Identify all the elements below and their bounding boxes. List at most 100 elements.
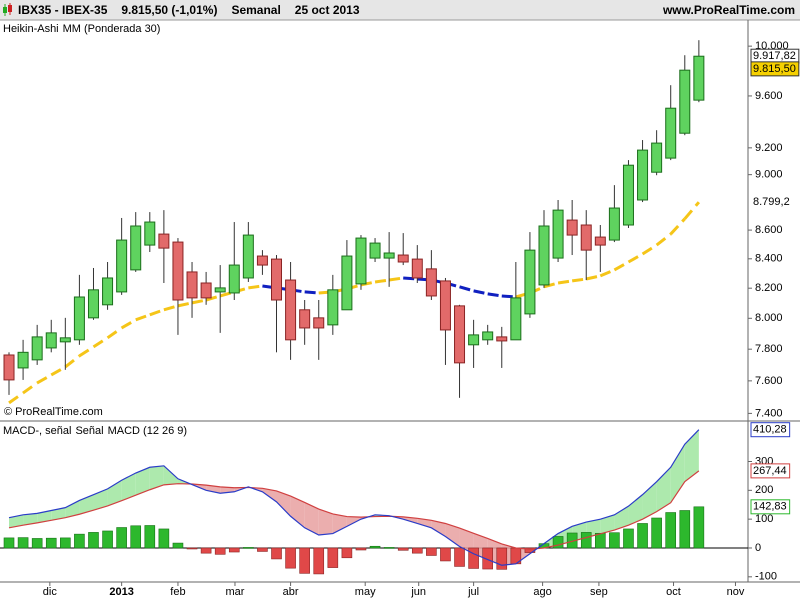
candle [256,250,268,275]
ma-segment [599,268,615,278]
histogram-bar [468,547,479,569]
histogram-bar [595,532,606,549]
ma-segment [318,290,333,295]
macd-signal-fill [276,490,291,517]
histogram-bar [45,537,57,549]
histogram-bar [74,533,85,549]
ma-segment [543,281,559,289]
candle-body [397,254,409,263]
x-tick-label: ago [533,586,551,598]
candle [242,222,254,282]
y-tick-label: 8.200 [755,282,783,294]
histogram-bar [186,547,198,550]
macd-signal-fill [206,485,221,494]
x-tick-label: jun [410,586,426,598]
histogram-bar [496,547,508,570]
watermark: © ProRealTime.com [4,406,103,418]
candle [679,55,691,136]
histogram-bar [313,547,325,575]
candle-body [566,219,578,236]
last-value-box [750,422,791,438]
histogram-bar [426,547,437,556]
symbol: IBX35 - IBEX-35 [18,3,108,17]
histogram-bar [440,547,451,562]
ma-segment [388,276,404,282]
candle-body [369,242,381,259]
histogram-bar [327,547,339,568]
candle-body [144,221,156,246]
candle [538,210,550,288]
y-tick-label: 9.600 [755,90,783,102]
candle [622,160,634,228]
histogram-bar [411,547,423,554]
macd-signal-fill [23,513,38,526]
histogram-bar [228,547,240,553]
candle-body [327,289,339,326]
macd-signal-fill [642,481,657,520]
candle [693,40,705,103]
candle [425,250,437,300]
histogram-bar [679,510,691,549]
candle-body [256,255,268,266]
legend-entry: MACD (12 26 9) [108,425,187,437]
x-tick-label: jul [467,586,479,598]
candle-body [172,241,184,301]
histogram-bar [693,506,705,549]
ma-segment [191,298,207,305]
candle [637,140,649,203]
candle [665,85,677,161]
ma-segment [106,326,123,340]
candle-body [186,271,198,299]
histogram-bar [299,547,310,574]
candle [439,277,451,365]
histogram-bar [397,547,409,551]
ma-segment [515,291,531,299]
ma-segment [149,308,165,317]
histogram-bar [31,538,43,549]
candle [313,299,325,360]
candle-body [439,280,451,331]
line-series [8,470,700,550]
macd-signal-fill [65,500,80,518]
candle [355,235,367,290]
macd-signal-fill [304,502,319,536]
candle [144,212,156,252]
candle [17,339,29,380]
ma-segment [473,289,488,296]
histogram-bar [130,525,142,549]
last-value-label: 8.799,2 [753,196,790,208]
ma-segment [641,243,658,256]
candle-body [510,297,522,341]
macd-signal-fill [51,507,66,521]
histogram-bar [341,547,353,559]
y-tick-label: 100 [755,513,773,525]
histogram-bar [271,547,282,560]
ma-segment [655,232,672,247]
ma-segment [304,290,319,295]
histogram-bar [257,547,268,552]
x-tick-label: 2013 [109,586,133,598]
candle [510,261,522,341]
candle [299,299,311,345]
ma-segment [177,301,193,308]
macd-signal-fill [107,480,122,506]
ma-segment [669,217,686,236]
histogram-bar [623,528,634,549]
histogram-bar [200,547,212,554]
candle [411,245,423,283]
candle [341,240,353,311]
candle-body [383,252,395,259]
ma-segment [120,318,137,330]
candle-body [130,225,142,271]
macd-signal-fill [614,506,629,531]
candle [271,255,283,353]
candle-body [17,351,29,369]
y-tick-label: 200 [755,484,773,496]
histogram-bar [383,547,395,549]
histogram-bar [3,537,15,549]
ma-segment [459,285,475,293]
macd-signal-fill [684,429,699,482]
macd-signal-fill [670,444,685,503]
candle [172,238,184,335]
candle-body [411,258,423,279]
